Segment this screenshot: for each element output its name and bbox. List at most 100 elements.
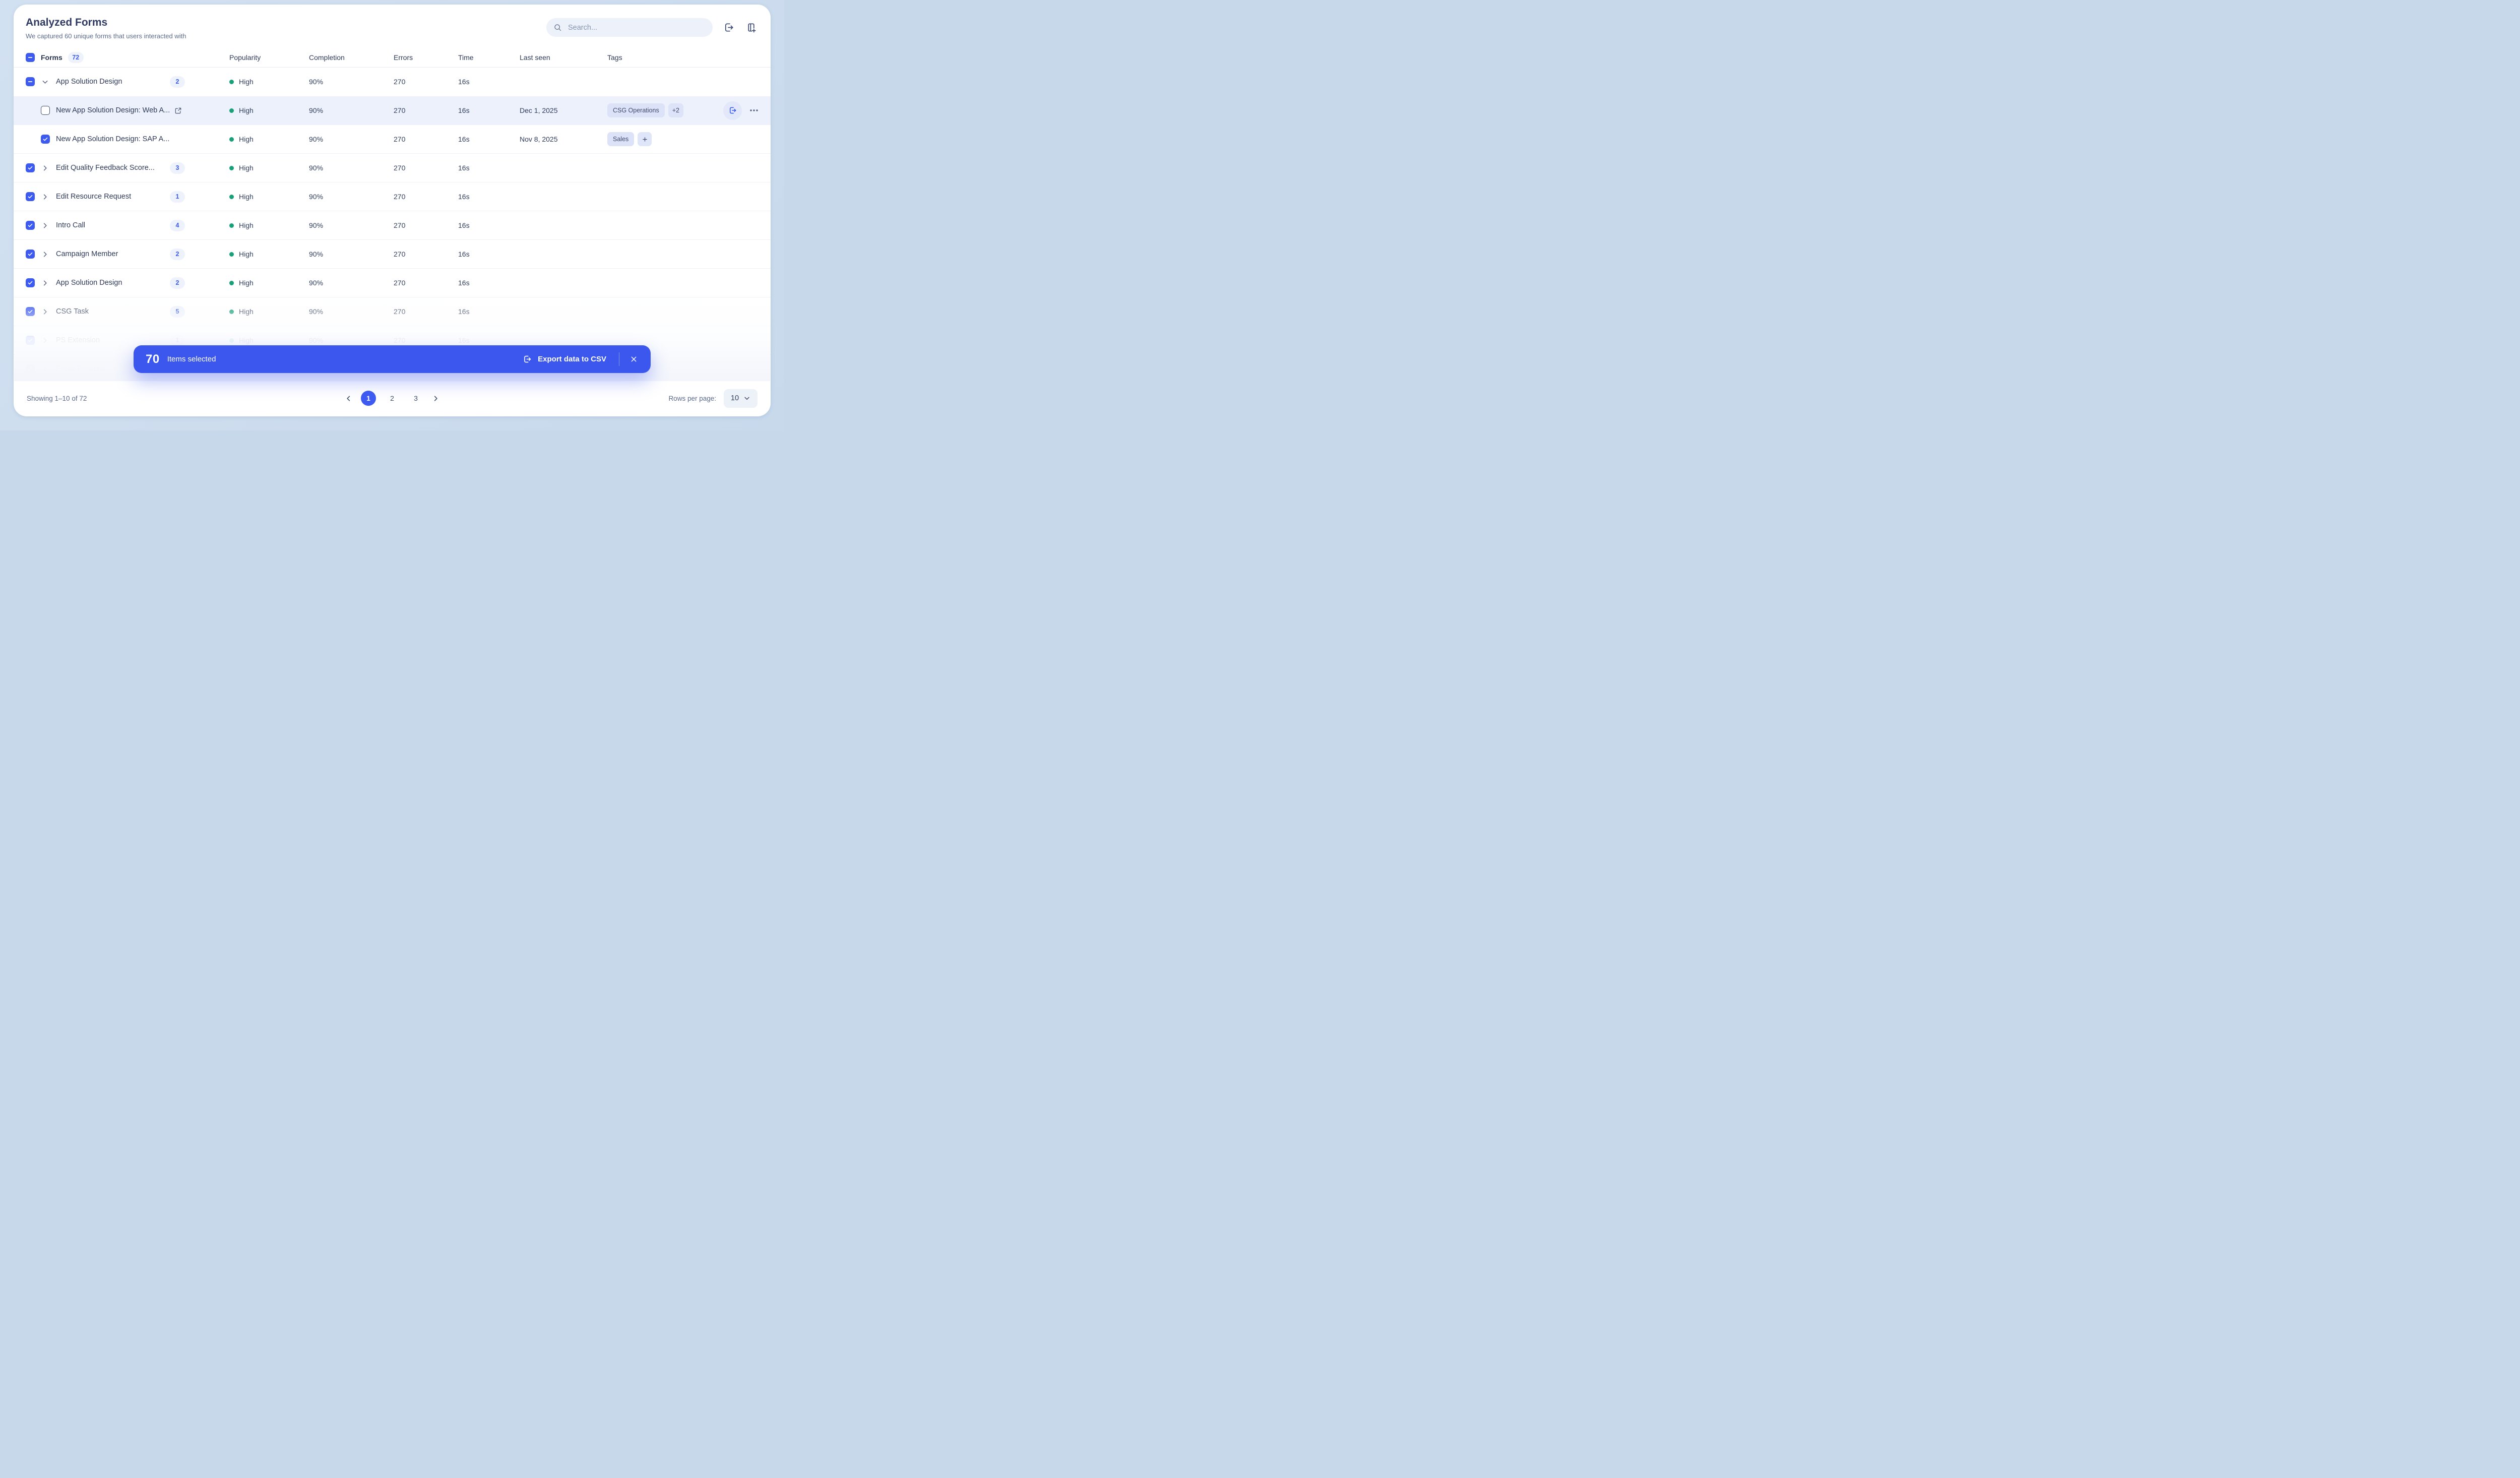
table-row: App Solution Design 2 High 90% 270 16s: [14, 269, 771, 297]
page-button-2[interactable]: 2: [385, 391, 400, 406]
row-count-badge: 2: [170, 277, 185, 289]
tag-pill[interactable]: Sales: [607, 132, 635, 146]
row-select-cell: [26, 135, 56, 144]
row-checkbox[interactable]: [26, 250, 35, 259]
table-row: CSG Task 5 High 90% 270 16s: [14, 297, 771, 326]
popularity-dot: [229, 194, 234, 199]
row-checkbox[interactable]: [26, 336, 35, 345]
row-name: Intro Call: [56, 221, 86, 229]
chevron-right-icon[interactable]: [41, 193, 49, 201]
row-count-badge: 4: [170, 219, 185, 231]
chevron-right-icon[interactable]: [41, 279, 49, 287]
search-input[interactable]: [567, 23, 706, 32]
time-value: 16s: [458, 193, 470, 201]
errors-value: 270: [394, 106, 406, 114]
errors-value: 270: [394, 78, 406, 86]
popularity-cell: High: [229, 250, 309, 258]
rows-per-page-value: 10: [730, 394, 739, 402]
completion-value: 90%: [309, 307, 324, 316]
header-text: Analyzed Forms We captured 60 unique for…: [26, 17, 186, 40]
row-name: PS Extension: [56, 336, 100, 344]
row-checkbox[interactable]: [26, 278, 35, 287]
prev-page-button[interactable]: [345, 395, 352, 402]
tag-pill[interactable]: CSG Operations: [607, 103, 665, 117]
tags-cell: CSG Operations +2: [607, 103, 705, 117]
chevron-right-icon[interactable]: [41, 251, 49, 258]
popularity-value: High: [239, 279, 254, 287]
chevron-right-icon[interactable]: [41, 308, 49, 316]
select-all-checkbox[interactable]: [26, 53, 35, 62]
row-name-cell: CSG Task: [56, 307, 170, 316]
completion-value: 90%: [309, 336, 324, 344]
row-more-button[interactable]: [749, 106, 759, 115]
row-name-cell: New App Solution Design: SAP A...: [56, 135, 170, 143]
row-checkbox[interactable]: [41, 106, 50, 115]
completion-value: 90%: [309, 164, 324, 172]
popularity-value: High: [239, 250, 254, 258]
add-column-button[interactable]: [745, 22, 757, 33]
time-value: 16s: [458, 307, 470, 316]
row-checkbox[interactable]: [26, 221, 35, 230]
page-button-3[interactable]: 3: [408, 391, 423, 406]
table-row: Edit Resource Request 1 High 90% 270 16s: [14, 182, 771, 211]
table-row: App Solution Design 2 High 90% 270 16s: [14, 68, 771, 96]
card-header: Analyzed Forms We captured 60 unique for…: [14, 5, 771, 40]
banner-actions: Export data to CSV: [520, 352, 639, 366]
row-select-cell: [26, 336, 56, 345]
chevron-right-icon[interactable]: [41, 337, 49, 344]
chevron-right-icon[interactable]: [41, 222, 49, 229]
tags-more-pill[interactable]: +2: [668, 103, 683, 117]
popularity-cell: High: [229, 336, 309, 344]
row-select-cell: [26, 221, 56, 230]
time-value: 16s: [458, 221, 470, 229]
page-title: Analyzed Forms: [26, 17, 108, 28]
row-export-button[interactable]: [723, 101, 742, 120]
rows-per-page-select[interactable]: 10: [724, 389, 758, 408]
row-count-cell: 3: [170, 162, 229, 174]
completion-value: 90%: [309, 135, 324, 143]
popularity-dot: [229, 165, 234, 170]
next-page-button[interactable]: [432, 395, 439, 402]
popularity-cell: High: [229, 164, 309, 172]
popularity-dot: [229, 137, 234, 142]
chevron-right-icon[interactable]: [41, 365, 49, 373]
popularity-dot: [229, 79, 234, 84]
table-row: Edit Quality Feedback Score... 3 High 90% 27…: [14, 154, 771, 182]
external-link-icon[interactable]: [174, 107, 182, 114]
export-table-button[interactable]: [723, 22, 735, 33]
errors-value: 270: [394, 135, 406, 143]
column-forms: Forms: [41, 53, 62, 61]
page-button-1[interactable]: 1: [361, 391, 376, 406]
add-tag-button[interactable]: [638, 132, 652, 146]
rows-per-page-label: Rows per page:: [668, 394, 716, 402]
column-last-seen: Last seen: [520, 53, 550, 61]
row-count-cell: 4: [170, 219, 229, 231]
row-checkbox[interactable]: [26, 77, 35, 86]
completion-value: 90%: [309, 193, 324, 201]
completion-value: 90%: [309, 221, 324, 229]
time-value: 16s: [458, 78, 470, 86]
errors-value: 270: [394, 250, 406, 258]
search-box[interactable]: [546, 18, 713, 37]
row-checkbox[interactable]: [26, 192, 35, 201]
export-icon: [725, 23, 733, 32]
last-seen-value: Dec 1, 2025: [520, 106, 558, 114]
popularity-cell: High: [229, 221, 309, 229]
forms-count-badge: 72: [68, 52, 84, 63]
row-checkbox[interactable]: [26, 364, 35, 374]
row-checkbox[interactable]: [26, 307, 35, 316]
popularity-value: High: [239, 106, 254, 114]
row-checkbox[interactable]: [41, 135, 50, 144]
row-checkbox[interactable]: [26, 163, 35, 172]
close-banner-button[interactable]: [629, 354, 639, 364]
chevron-right-icon[interactable]: [41, 164, 49, 172]
chevron-down-icon[interactable]: [41, 78, 49, 86]
header-select-cell: [26, 53, 41, 62]
row-select-cell: [26, 163, 56, 172]
popularity-value: High: [239, 135, 254, 143]
row-name-cell: Edit Quality Feedback Score...: [56, 164, 170, 172]
export-csv-button[interactable]: Export data to CSV: [520, 354, 609, 364]
row-name-cell: PS Extension: [56, 336, 170, 344]
popularity-dot: [229, 280, 234, 285]
popularity-value: High: [239, 78, 254, 86]
